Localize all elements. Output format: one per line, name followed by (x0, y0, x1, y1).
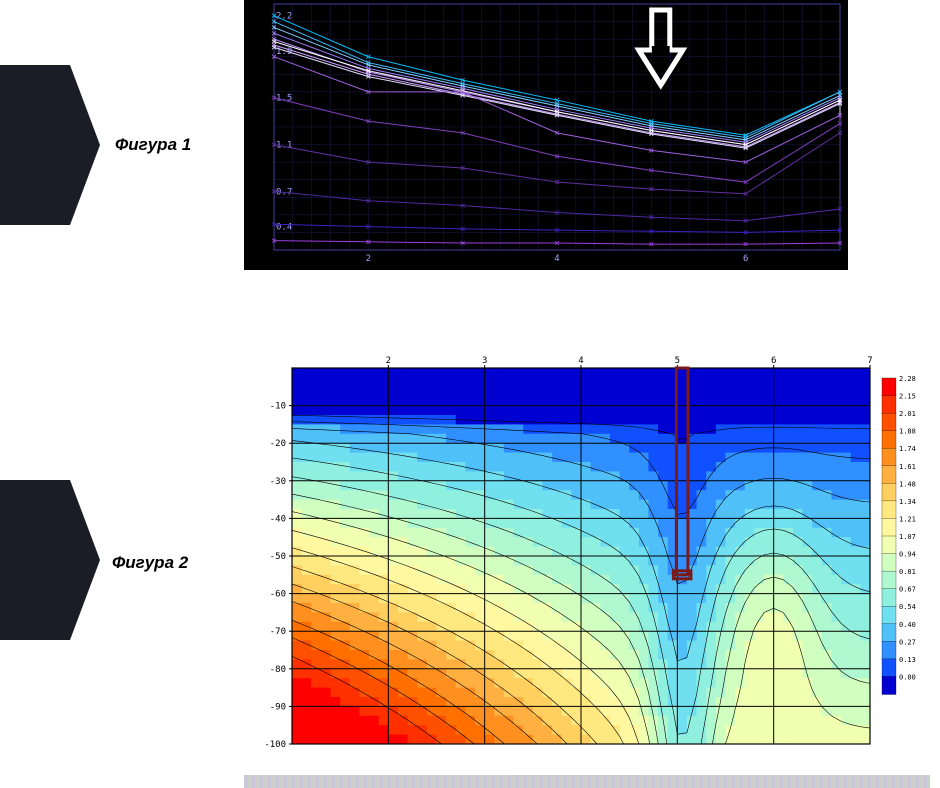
svg-text:2.15: 2.15 (899, 393, 916, 401)
svg-text:2: 2 (366, 254, 371, 264)
svg-text:0.13: 0.13 (899, 656, 916, 664)
svg-text:0.40: 0.40 (899, 621, 916, 629)
svg-text:5: 5 (675, 356, 680, 366)
svg-text:-60: -60 (270, 590, 286, 600)
svg-text:6: 6 (743, 254, 748, 264)
svg-text:-80: -80 (270, 665, 286, 675)
svg-text:-30: -30 (270, 477, 286, 487)
svg-text:-20: -20 (270, 439, 286, 449)
svg-text:0.67: 0.67 (899, 586, 916, 594)
svg-text:1.88: 1.88 (899, 428, 916, 436)
svg-text:0.81: 0.81 (899, 568, 916, 576)
svg-text:6: 6 (771, 356, 776, 366)
figure-1-label: Фигура 1 (115, 135, 191, 155)
svg-text:0.00: 0.00 (899, 673, 916, 681)
svg-text:1.07: 1.07 (899, 533, 916, 541)
svg-text:-90: -90 (270, 702, 286, 712)
svg-text:1.74: 1.74 (899, 445, 916, 453)
chart-2-contour-plot: 2 3 4 5 6 7 -10 -20 -30 -40 -50 -60 -70 -80 -90 -100 2.2… (244, 350, 930, 750)
svg-text:-100: -100 (264, 740, 286, 750)
svg-text:0.54: 0.54 (899, 603, 916, 611)
svg-text:2: 2 (386, 356, 391, 366)
svg-text:1.48: 1.48 (899, 480, 916, 488)
figure-2-label: Фигура 2 (112, 553, 188, 573)
svg-text:3: 3 (482, 356, 487, 366)
pentagon-marker-1 (0, 65, 100, 225)
svg-text:1.34: 1.34 (899, 498, 916, 506)
svg-text:-40: -40 (270, 514, 286, 524)
svg-text:-70: -70 (270, 627, 286, 637)
svg-text:4: 4 (578, 356, 583, 366)
chart-1-line-plot: 0.40.71.11.51.92.2246 (244, 0, 848, 270)
svg-text:1.21: 1.21 (899, 515, 916, 523)
svg-text:1.61: 1.61 (899, 463, 916, 471)
svg-text:7: 7 (867, 356, 872, 366)
pentagon-marker-2 (0, 480, 100, 640)
svg-text:-10: -10 (270, 402, 286, 412)
svg-text:-50: -50 (270, 552, 286, 562)
svg-text:2.28: 2.28 (899, 375, 916, 383)
svg-text:4: 4 (554, 254, 559, 264)
svg-text:2.01: 2.01 (899, 410, 916, 418)
svg-text:0.27: 0.27 (899, 638, 916, 646)
noise-strip (244, 775, 930, 788)
svg-text:0.94: 0.94 (899, 551, 916, 559)
